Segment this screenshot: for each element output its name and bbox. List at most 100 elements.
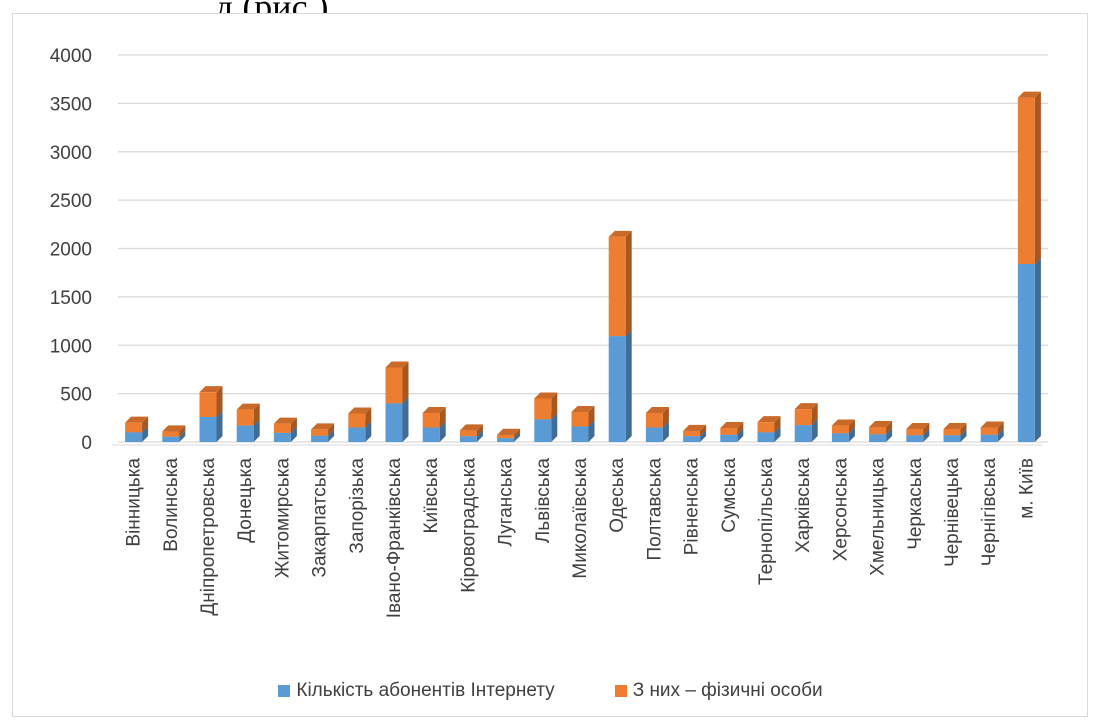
bar-top-1: [980, 421, 1004, 428]
bar-1: [720, 427, 738, 435]
bar-side-0: [476, 430, 483, 442]
bar-top-1: [273, 417, 297, 424]
bar-side-0: [290, 426, 297, 442]
y-tick-label: 3000: [50, 143, 92, 164]
x-tick-label: Волинська: [161, 458, 182, 552]
legend-label-individuals: З них – фізичні особи: [632, 680, 823, 701]
bar-1: [534, 398, 552, 420]
x-tick-label: Черкаська: [905, 458, 926, 550]
bar-side-0: [328, 429, 335, 442]
bar-top-1: [422, 406, 446, 413]
x-tick-label: Донецька: [235, 458, 256, 543]
bar-top-1: [571, 406, 595, 413]
bar-side-1: [179, 425, 186, 437]
bar-side-1: [1034, 91, 1041, 264]
bar-1: [906, 428, 924, 436]
bar-1: [459, 430, 477, 437]
x-tick-label: Київська: [421, 458, 442, 534]
bar-1: [943, 428, 961, 436]
bar-1: [869, 427, 887, 435]
x-tick-label: Чернігівська: [979, 458, 1000, 567]
bar-0: [1017, 263, 1035, 442]
bar-side-1: [997, 421, 1004, 435]
bar-side-1: [402, 361, 409, 404]
chart-frame: [12, 13, 1088, 717]
bar-side-0: [886, 428, 893, 442]
bar-0: [273, 432, 291, 442]
legend-item-individuals: З них – фізичні особи: [614, 680, 823, 702]
x-tick-label: Одеська: [607, 458, 628, 533]
bar-side-1: [774, 416, 781, 433]
bar-top-1: [831, 419, 855, 426]
bar-0: [534, 419, 552, 442]
bar-side-1: [551, 392, 558, 420]
bar-side-0: [700, 430, 707, 442]
bar-1: [1017, 97, 1035, 264]
bar-side-0: [588, 420, 595, 442]
bar-top-1: [1017, 91, 1041, 98]
x-tick-label: Рівненська: [682, 458, 703, 556]
bar-0: [385, 403, 403, 442]
bar-0: [906, 435, 924, 442]
bar-side-1: [662, 406, 669, 428]
bar-top-1: [162, 425, 186, 432]
bar-0: [311, 435, 329, 442]
bar-0: [757, 432, 775, 442]
bar-0: [571, 426, 589, 442]
x-tick-label: Херсонська: [830, 458, 851, 562]
bar-side-0: [997, 428, 1004, 442]
bar-side-1: [923, 422, 930, 436]
y-tick-label: 4000: [50, 46, 92, 67]
bar-top-1: [608, 230, 632, 237]
bar-top-1: [906, 422, 930, 429]
bar-side-0: [179, 430, 186, 442]
bar-top-1: [683, 424, 707, 431]
bar-side-1: [960, 422, 967, 436]
bar-side-1: [625, 230, 632, 337]
x-tick-label: Львівська: [533, 458, 554, 544]
bar-side-1: [253, 403, 260, 426]
bar-side-1: [290, 417, 297, 433]
bar-1: [571, 412, 589, 427]
bar-side-0: [737, 428, 744, 442]
bar-side-0: [923, 429, 930, 442]
bar-1: [311, 429, 329, 436]
y-tick-label: 500: [60, 385, 92, 406]
bar-side-1: [700, 424, 707, 437]
bar-0: [422, 427, 440, 442]
bar-0: [869, 434, 887, 442]
bar-top-1: [757, 416, 781, 423]
bar-0: [125, 432, 143, 442]
bar-1: [608, 236, 626, 337]
bar-1: [348, 413, 366, 428]
bar-1: [645, 412, 663, 428]
bar-0: [497, 438, 515, 442]
bar-1: [199, 392, 217, 417]
bar-0: [720, 434, 738, 442]
x-tick-label: Кіровоградська: [458, 458, 479, 593]
x-tick-label: Харківська: [793, 458, 814, 553]
y-tick-label: 2500: [50, 191, 92, 212]
legend-swatch-individuals: [614, 685, 627, 697]
bar-side-1: [439, 406, 446, 428]
x-tick-label: Житомирська: [272, 458, 293, 579]
x-tick-label: Запорізька: [347, 458, 368, 554]
bar-side-1: [216, 386, 223, 417]
x-tick-label: Хмельницька: [868, 458, 889, 576]
bar-0: [199, 416, 217, 442]
x-tick-label: Закарпатська: [310, 458, 331, 578]
legend-item-subscribers: Кількість абонентів Інтернету: [278, 680, 555, 702]
bar-top-1: [459, 424, 483, 431]
bar-0: [683, 436, 701, 442]
bar-0: [794, 425, 812, 442]
bar-side-1: [886, 421, 893, 435]
x-tick-label: м. Київ: [1016, 458, 1037, 519]
bar-side-0: [811, 419, 818, 442]
bar-1: [162, 431, 180, 437]
bar-1: [980, 427, 998, 435]
y-tick-label: 0: [81, 433, 92, 454]
bar-1: [794, 409, 812, 426]
legend-label-subscribers: Кількість абонентів Інтернету: [296, 680, 555, 701]
bar-top-1: [794, 403, 818, 410]
